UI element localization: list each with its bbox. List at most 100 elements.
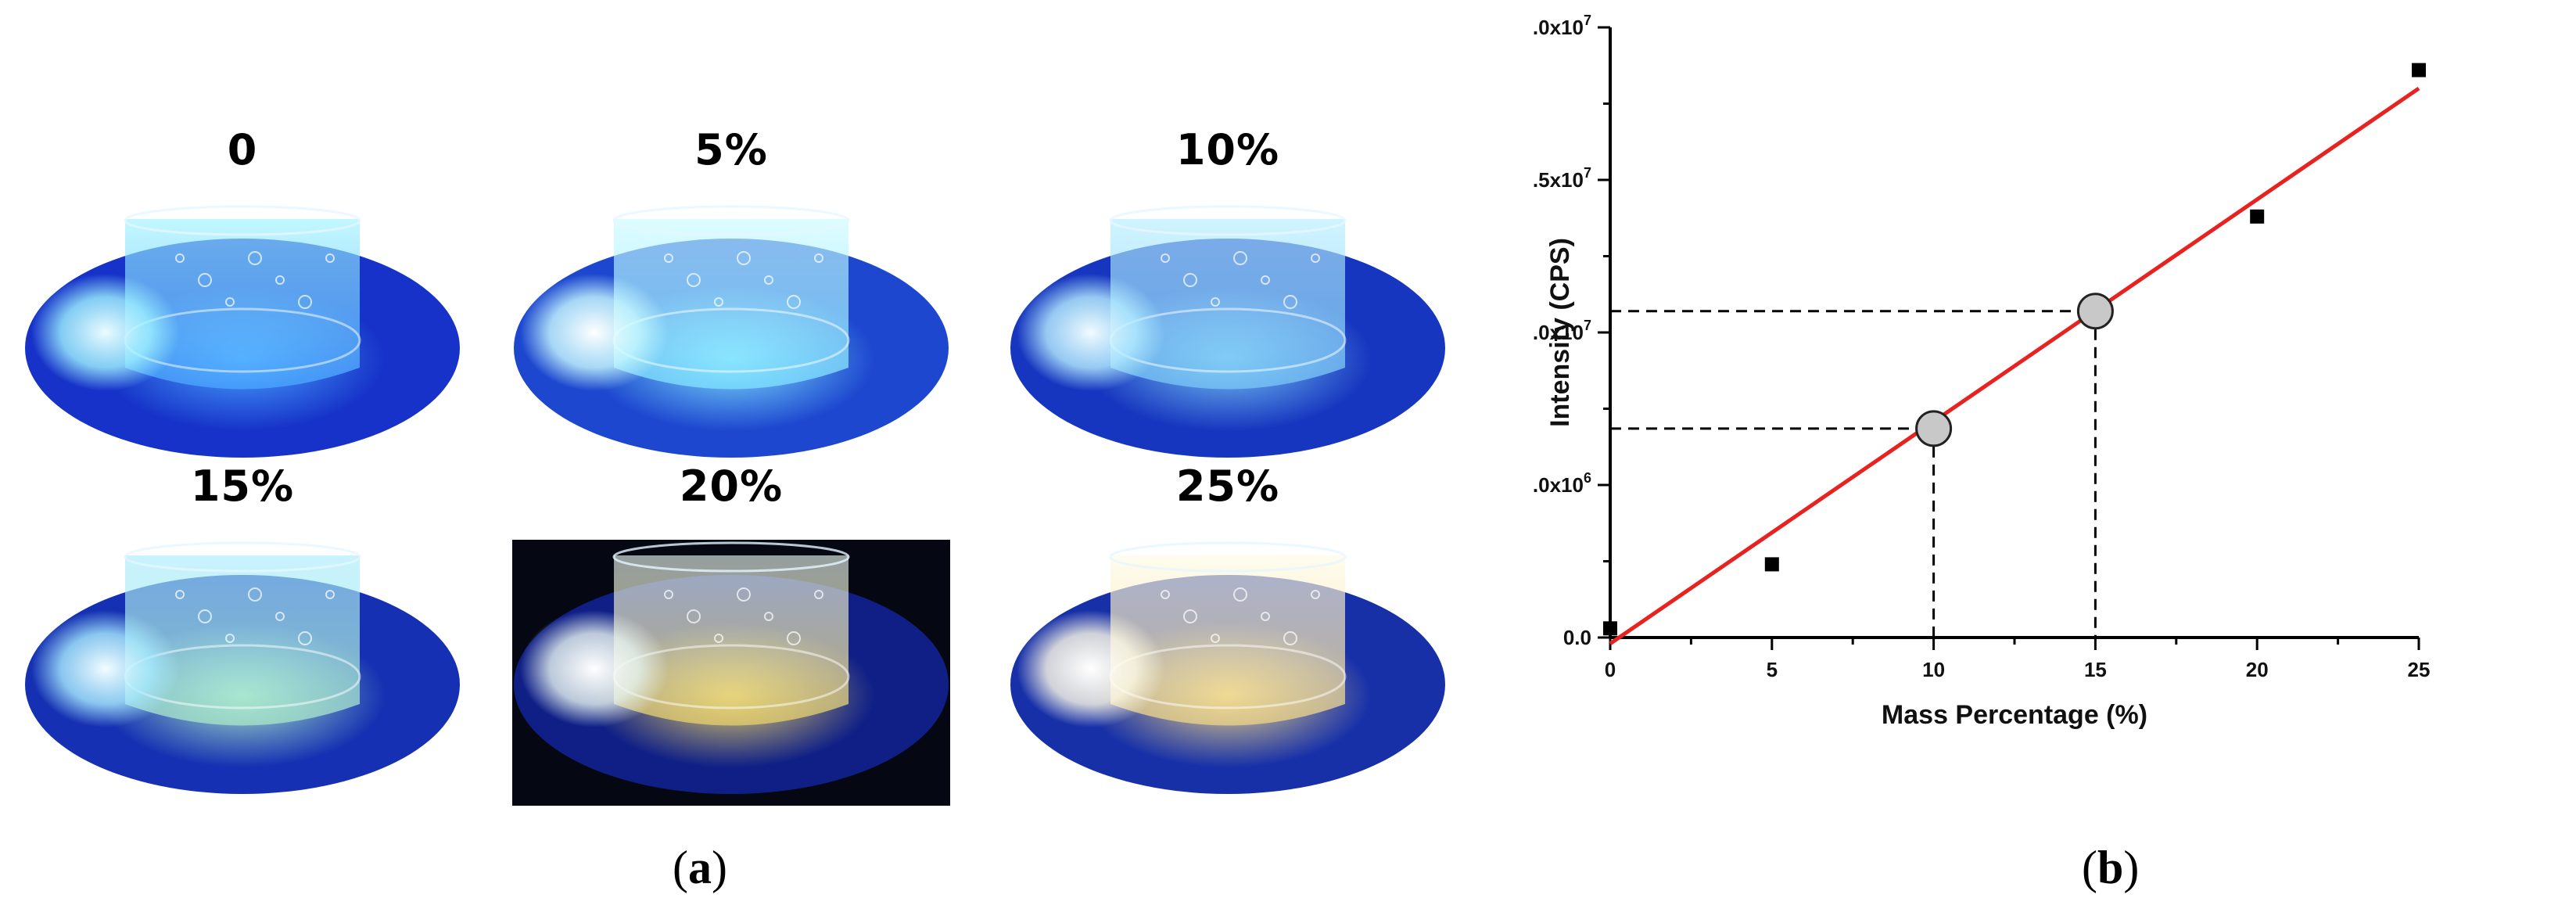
bubble [198,609,212,623]
bubble [714,634,723,643]
bubble [664,253,673,263]
vial-rim [612,205,850,236]
vial-photo [512,540,950,806]
bubble [1233,251,1247,265]
vial-body [1110,555,1345,726]
x-tick-label: 0 [1605,658,1616,681]
x-tick-label: 10 [1922,658,1945,681]
vial-rim [612,541,850,573]
bubble [1283,295,1297,309]
photo-label: 10% [1175,125,1280,174]
y-tick-label: 2.0x107 [1533,13,1591,39]
bubble [787,295,801,309]
bubble [764,275,773,285]
intensity-chart: 0 5 10 15 20 25 0.0 5.0x106 1.0x107 1.5x107 2.0x10… [1533,13,2431,730]
bubble [325,253,335,263]
fit-line [1609,86,2420,645]
bubble [225,634,235,643]
vial-photo [23,540,461,806]
x-tick-label: 5 [1767,658,1778,681]
bubble [787,631,801,645]
vial-photo [512,203,950,469]
vial-rim [1109,205,1347,236]
data-point [1764,557,1779,572]
x-tick-label: 15 [2084,658,2107,681]
vial-photo [1009,203,1447,469]
panel-a-photo-grid: 0 5% 10% 15% 20% 25% (a) [23,125,1447,893]
data-point [2412,63,2426,77]
bubble [225,297,235,307]
x-axis-title: Mass Percentage (%) [1882,700,2147,730]
y-tick-label: 1.5x107 [1533,165,1591,192]
bubble [275,612,285,621]
highlighted-point [2076,293,2114,330]
emission-glow [520,274,669,391]
bubble [175,253,185,263]
bubble [1211,634,1220,643]
y-tick-label: 0.0 [1563,626,1591,649]
photo-label: 20% [679,462,784,511]
bubble [1161,253,1170,263]
vial-photo [1009,540,1447,806]
y-tick-label: 5.0x106 [1533,470,1591,497]
photo-cell-2: 10% [1009,125,1447,469]
bubble [1311,253,1320,263]
bubble [814,590,823,599]
x-tick-label: 25 [2408,658,2431,681]
bubble [664,590,673,599]
panel-b-caption: (b) [2082,842,2140,893]
vial-body [1110,219,1345,390]
photo-label: 5% [694,125,768,174]
panel-a-caption: (a) [673,842,727,893]
bubble [737,251,751,265]
bubble [1183,273,1197,287]
bubble [175,590,185,599]
bubble [687,273,701,287]
bubble [737,587,751,602]
vial-body [614,555,849,726]
photo-label: 15% [190,462,295,511]
emission-glow [31,274,180,391]
bubble [298,631,312,645]
photo-label: 25% [1175,462,1280,511]
bubble [764,612,773,621]
photo-cell-4: 20% [512,462,950,806]
bubble [714,297,723,307]
data-point [2250,209,2265,224]
bubble [1183,609,1197,623]
vial-body [614,219,849,390]
bubble [687,609,701,623]
vial-rim [1109,541,1347,573]
bubble [1233,587,1247,602]
bubble [325,590,335,599]
photo-cell-0: 0 [23,125,461,469]
vial-rim [124,205,361,236]
bubble [1283,631,1297,645]
bubble [1211,297,1220,307]
y-axis-title: Intensity (CPS) [1545,238,1575,427]
photo-label: 0 [227,125,258,174]
photo-cell-1: 5% [512,125,950,469]
vial-rim [124,541,361,573]
x-tick-label: 20 [2246,658,2269,681]
bubble [298,295,312,309]
data-point [1603,621,1617,636]
highlighted-point [1915,410,1953,447]
vial-body [125,219,360,390]
y-tick-label: 1.0x107 [1533,318,1591,344]
vial-body [125,555,360,726]
bubble [248,587,262,602]
emission-glow [1017,274,1165,391]
bubble [814,253,823,263]
bubble [248,251,262,265]
emission-glow [31,610,180,727]
bubble [1311,590,1320,599]
bubble [275,275,285,285]
bubble [1261,275,1270,285]
emission-glow [1017,610,1165,727]
vial-photo [23,203,461,469]
bubble [198,273,212,287]
photo-cell-3: 15% [23,462,461,806]
bubble [1161,590,1170,599]
bubble [1261,612,1270,621]
